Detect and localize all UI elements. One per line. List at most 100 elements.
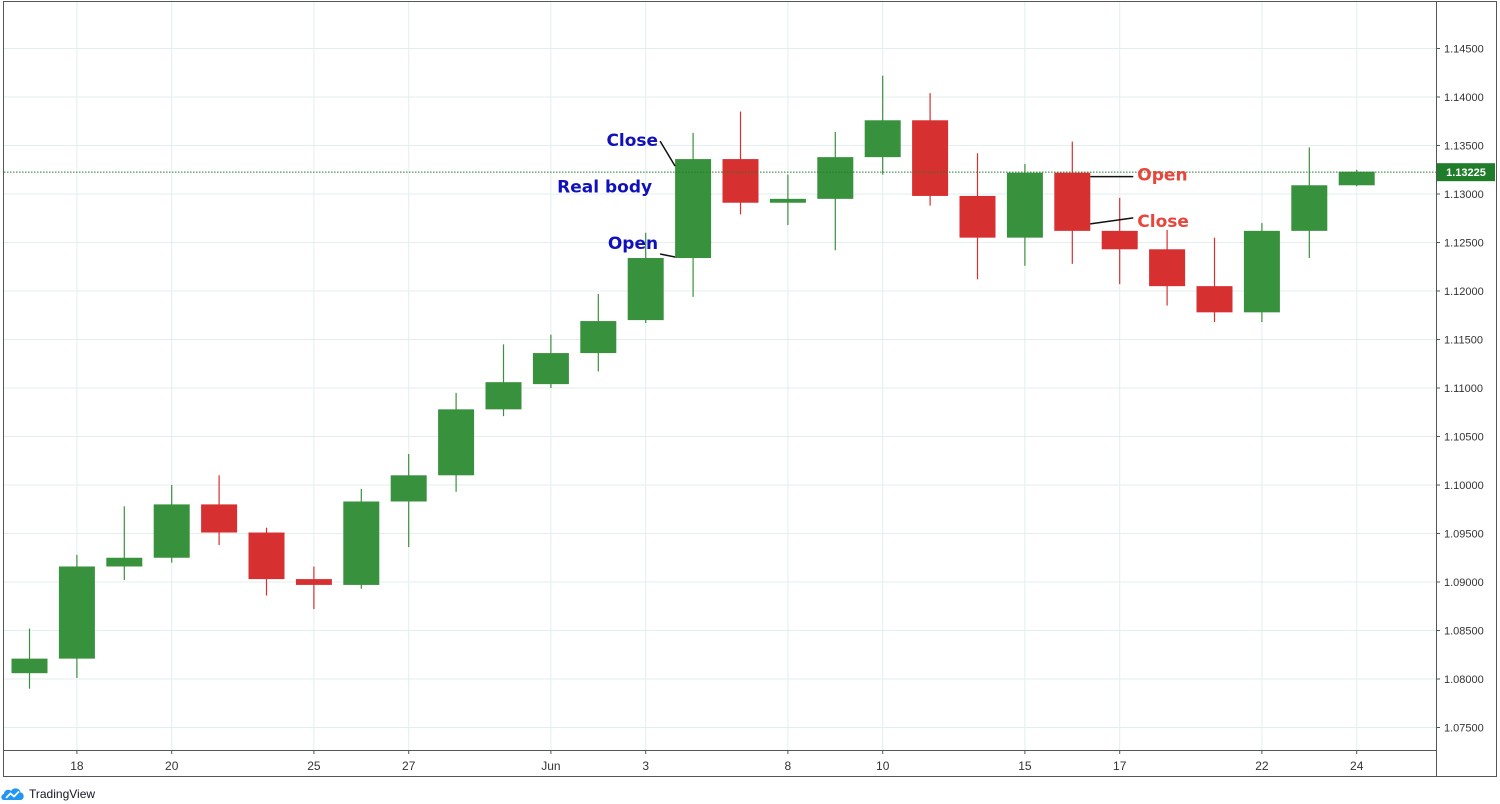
candle[interactable] bbox=[295, 566, 332, 610]
candle[interactable] bbox=[106, 506, 143, 581]
candle-body bbox=[675, 159, 712, 259]
candle-body bbox=[1291, 185, 1328, 231]
candle-body bbox=[580, 321, 617, 354]
candle-body bbox=[722, 159, 759, 203]
last-price-line-layer: 1.13225 bbox=[4, 163, 1495, 182]
y-tick-label: 1.13000 bbox=[1444, 189, 1484, 201]
y-tick-label: 1.08500 bbox=[1444, 626, 1484, 638]
y-tick-label: 1.10000 bbox=[1444, 480, 1484, 492]
annotation-pointer bbox=[1090, 217, 1134, 225]
chart-frame bbox=[3, 1, 1497, 777]
candle[interactable] bbox=[153, 485, 190, 563]
candle[interactable] bbox=[485, 344, 522, 417]
y-axis[interactable]: 1.07500 1.08000 1.08500 1.09000 1.09500 1.100… bbox=[1436, 44, 1484, 735]
x-tick-label: 22 bbox=[1255, 759, 1269, 773]
x-tick-label: 20 bbox=[165, 759, 179, 773]
y-tick-label: 1.11500 bbox=[1444, 335, 1483, 347]
candle-body bbox=[390, 475, 427, 502]
x-tick-label: 10 bbox=[876, 759, 890, 773]
candle-body bbox=[1101, 230, 1138, 250]
candle[interactable] bbox=[1149, 229, 1186, 306]
annotation-label: Open bbox=[1137, 166, 1187, 186]
candle-body bbox=[438, 409, 475, 476]
candle-body bbox=[1006, 172, 1043, 238]
candle[interactable] bbox=[864, 75, 901, 175]
y-tick-label: 1.14000 bbox=[1444, 92, 1484, 104]
candle[interactable] bbox=[817, 131, 854, 251]
x-tick-label: 15 bbox=[1018, 759, 1032, 773]
candle[interactable] bbox=[58, 554, 95, 679]
candle-body bbox=[532, 353, 569, 385]
x-tick-label: 3 bbox=[642, 759, 649, 773]
candle-body bbox=[11, 658, 48, 674]
candle-body bbox=[153, 504, 190, 558]
annotation-red-open: Open bbox=[1090, 166, 1188, 186]
candle-body bbox=[1054, 172, 1091, 231]
candle[interactable] bbox=[343, 488, 380, 589]
candle[interactable] bbox=[627, 232, 664, 324]
candle-body bbox=[864, 120, 901, 158]
y-tick-label: 1.09000 bbox=[1444, 577, 1484, 589]
x-tick-label: 8 bbox=[785, 759, 792, 773]
last-price-badge bbox=[1437, 163, 1495, 182]
brand-name: TradingView bbox=[29, 786, 96, 801]
annotation-pointer bbox=[659, 140, 676, 167]
candle-body bbox=[769, 198, 806, 203]
candle[interactable] bbox=[959, 153, 996, 280]
annotation-label: Open bbox=[608, 234, 658, 254]
candle-body bbox=[295, 579, 332, 585]
candle[interactable] bbox=[1196, 237, 1233, 323]
chart-border bbox=[3, 1, 1497, 777]
y-tick-label: 1.14500 bbox=[1444, 44, 1484, 56]
candle[interactable] bbox=[438, 392, 475, 492]
candle[interactable] bbox=[1291, 147, 1328, 259]
candle[interactable] bbox=[201, 475, 238, 546]
candle-body bbox=[627, 258, 664, 321]
candle-body bbox=[58, 566, 95, 659]
candle-body bbox=[1196, 286, 1233, 313]
candle[interactable] bbox=[580, 293, 617, 372]
y-tick-label: 1.09500 bbox=[1444, 529, 1484, 541]
annotation-label: Close bbox=[606, 131, 658, 151]
candle[interactable] bbox=[1054, 141, 1091, 264]
candle[interactable] bbox=[248, 527, 285, 596]
x-tick-label: 24 bbox=[1350, 759, 1364, 773]
x-tick-label: Jun bbox=[541, 759, 560, 773]
candle-body bbox=[959, 195, 996, 238]
annotation-red-close: Close bbox=[1090, 212, 1189, 232]
candle-body bbox=[817, 157, 854, 199]
candle[interactable] bbox=[390, 453, 427, 548]
candle-body bbox=[343, 501, 380, 585]
candle-body bbox=[1338, 171, 1375, 186]
candles-layer bbox=[11, 75, 1375, 689]
annotation-blue-close: Close bbox=[606, 131, 676, 167]
x-tick-label: 17 bbox=[1113, 759, 1127, 773]
annotation-pointer bbox=[659, 253, 676, 258]
candle[interactable] bbox=[722, 111, 759, 215]
candle-body bbox=[106, 557, 143, 567]
candle[interactable] bbox=[675, 132, 712, 297]
x-axis[interactable]: 18 20 25 27 Jun 3 8 10 15 17 22 24 bbox=[70, 750, 1364, 773]
candle[interactable] bbox=[1101, 197, 1138, 285]
candle[interactable] bbox=[769, 174, 806, 226]
chart-grid bbox=[4, 2, 1436, 750]
annotation-label: Real body bbox=[557, 178, 652, 198]
footer[interactable]: TradingView bbox=[0, 783, 95, 804]
candle-body bbox=[248, 532, 285, 580]
candle-body bbox=[201, 504, 238, 533]
candle[interactable] bbox=[11, 628, 48, 689]
candle[interactable] bbox=[1243, 223, 1280, 323]
x-tick-label: 18 bbox=[70, 759, 84, 773]
tradingview-cloud-icon bbox=[1, 787, 24, 800]
candle[interactable] bbox=[1338, 169, 1375, 187]
y-tick-label: 1.12000 bbox=[1444, 286, 1484, 298]
y-tick-label: 1.10500 bbox=[1444, 432, 1484, 444]
candle-body bbox=[912, 120, 949, 196]
y-tick-label: 1.13500 bbox=[1444, 141, 1484, 153]
candle-body bbox=[485, 382, 522, 410]
candle[interactable] bbox=[912, 93, 949, 206]
candle[interactable] bbox=[1006, 163, 1043, 266]
candle[interactable] bbox=[532, 334, 569, 388]
y-tick-label: 1.07500 bbox=[1444, 723, 1484, 735]
